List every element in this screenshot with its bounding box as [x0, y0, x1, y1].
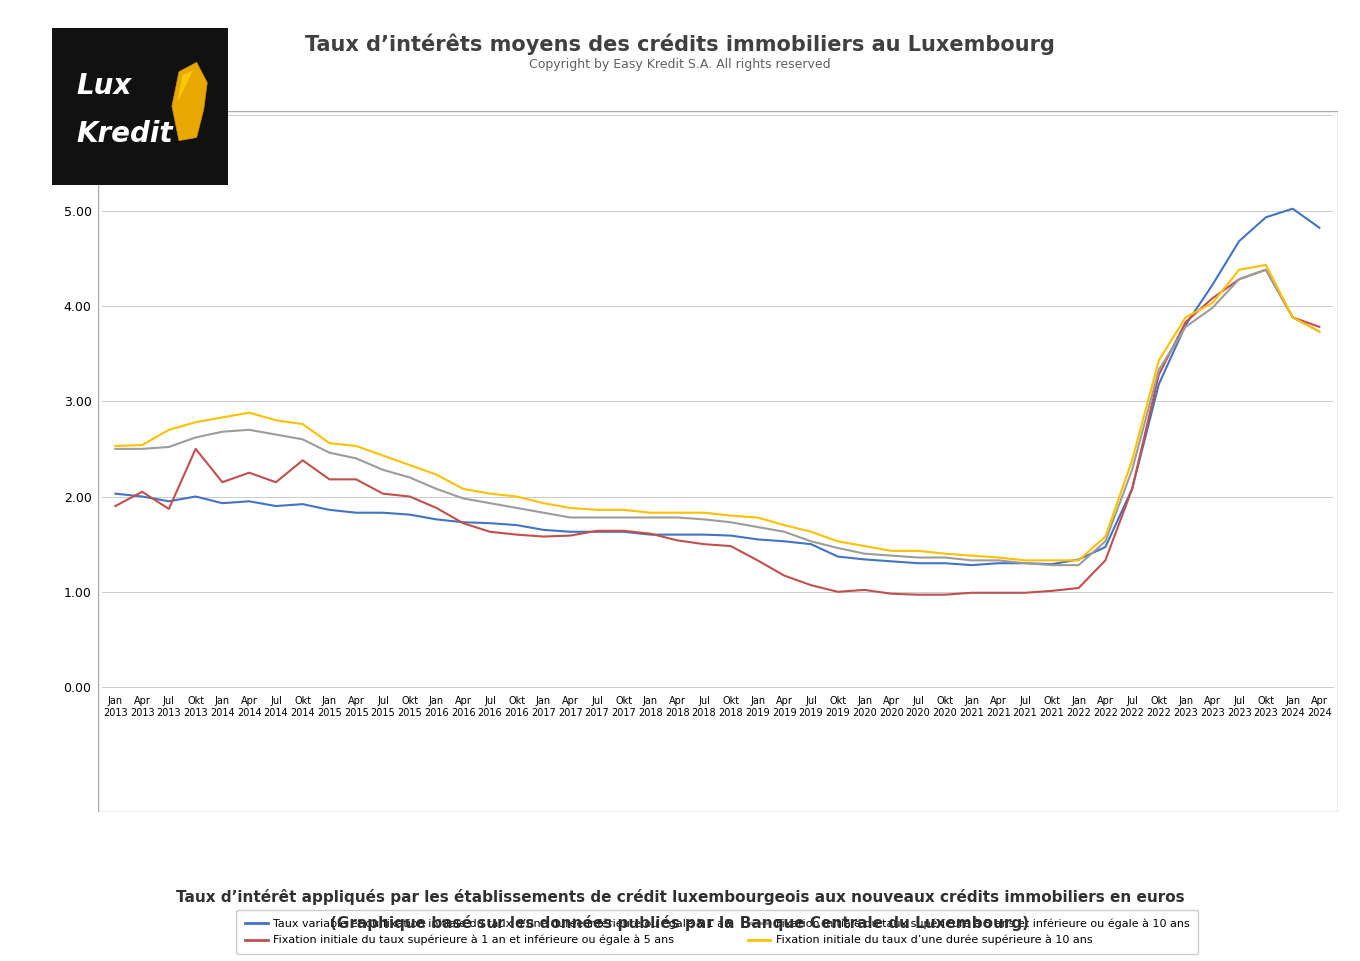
Legend: Taux variable et ou fixation initiale du taux d’une durée inférieure ou égale à : Taux variable et ou fixation initiale du…: [237, 910, 1198, 954]
Text: Kredit: Kredit: [76, 120, 173, 148]
Polygon shape: [177, 70, 193, 103]
Text: Taux d’intérêts moyens des crédits immobiliers au Luxembourg: Taux d’intérêts moyens des crédits immob…: [305, 34, 1055, 55]
FancyBboxPatch shape: [46, 23, 234, 189]
Text: Taux d’intérêt appliqués par les établissements de crédit luxembourgeois aux nou: Taux d’intérêt appliqués par les établis…: [175, 889, 1185, 905]
Text: (Graphique basé sur les données publiés par la Banque Centrale du Luxembourg): (Graphique basé sur les données publiés …: [330, 915, 1030, 931]
Text: Copyright by Easy Kredit S.A. All rights reserved: Copyright by Easy Kredit S.A. All rights…: [529, 58, 831, 71]
Text: Lux: Lux: [76, 72, 132, 100]
Polygon shape: [171, 62, 207, 140]
